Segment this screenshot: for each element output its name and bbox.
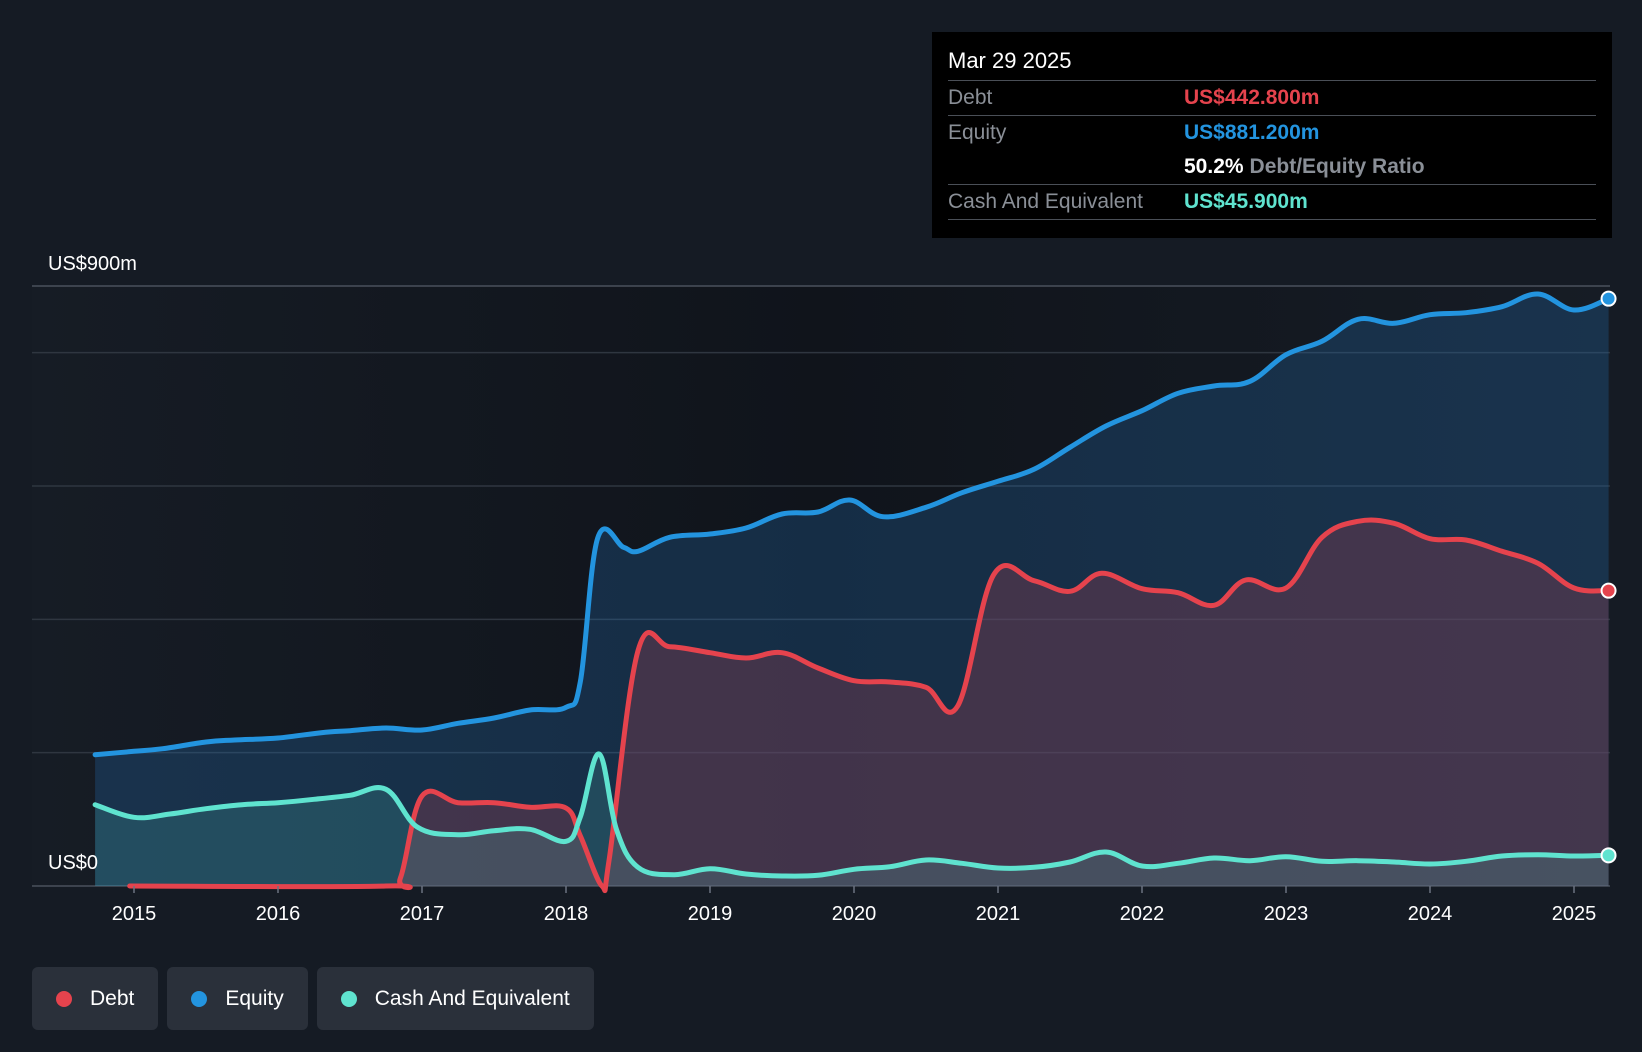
legend-label: Equity (225, 986, 284, 1010)
debt-area (129, 520, 1609, 891)
cash-and-equivalent-line (92, 751, 1612, 879)
cash-and-equivalent-end-marker (1600, 847, 1617, 864)
x-axis-ticks: 2015 2016 2017 2018 2019 2020 2021 2022 2023 2024… (112, 886, 1597, 925)
y-axis-top-label: US$900m (48, 253, 137, 275)
x-tick-label: 2020 (832, 903, 877, 925)
equity-line (92, 291, 1612, 758)
x-tick-label: 2017 (400, 903, 445, 925)
tooltip-ratio-row: 50.2% Debt/Equity Ratio (948, 150, 1596, 184)
x-tick-label: 2019 (688, 903, 733, 925)
legend-item-debt[interactable]: Debt (32, 967, 159, 1030)
tooltip-equity-value: US$881.200m (1184, 121, 1320, 144)
tooltip-debt-label: Debt (948, 86, 993, 109)
legend-dot-icon (191, 990, 208, 1007)
series-areas (95, 293, 1609, 891)
x-tick-label: 2025 (1552, 903, 1597, 925)
legend-label: Cash And Equivalent (374, 986, 570, 1010)
x-tick-label: 2021 (976, 903, 1021, 925)
series-lines (92, 291, 1612, 894)
chart-legend: Debt Equity Cash And Equivalent (32, 967, 594, 1030)
x-tick-label: 2018 (544, 903, 589, 925)
tooltip-equity-row: Equity US$881.200m (948, 115, 1596, 150)
debt-end-marker (1600, 582, 1617, 599)
equity-end-marker (1600, 290, 1617, 307)
x-tick-label: 2015 (112, 903, 157, 925)
tooltip-equity-label: Equity (948, 121, 1007, 144)
plot-background (32, 286, 1610, 886)
equity-area (95, 293, 1609, 886)
tooltip-cash-value: US$45.900m (1184, 190, 1308, 213)
tooltip-debt-value: US$442.800m (1184, 86, 1320, 109)
x-tick-label: 2016 (256, 903, 301, 925)
legend-item-cash[interactable]: Cash And Equivalent (316, 967, 594, 1030)
cash-and-equivalent-area (95, 753, 1609, 886)
legend-label: Debt (90, 986, 135, 1010)
x-tick-label: 2023 (1264, 903, 1309, 925)
tooltip-panel: Mar 29 2025 Debt US$442.800m Equity US$8… (932, 32, 1612, 238)
legend-item-equity[interactable]: Equity (167, 967, 308, 1030)
series-end-markers (1600, 290, 1617, 864)
x-tick-label: 2024 (1408, 903, 1453, 925)
legend-dot-icon (340, 990, 357, 1007)
debt-line (127, 517, 1612, 894)
tooltip-debt-row: Debt US$442.800m (948, 80, 1596, 115)
y-axis-bottom-label: US$0 (48, 852, 98, 874)
tooltip-ratio-value: 50.2% (1184, 155, 1244, 178)
legend-dot-icon (56, 990, 72, 1007)
tooltip-cash-label: Cash And Equivalent (948, 190, 1143, 213)
tooltip-ratio-label: Debt/Equity Ratio (1249, 155, 1425, 178)
tooltip-cash-row: Cash And Equivalent US$45.900m (948, 184, 1596, 220)
x-tick-label: 2022 (1120, 903, 1165, 925)
tooltip-date: Mar 29 2025 (948, 48, 1072, 73)
